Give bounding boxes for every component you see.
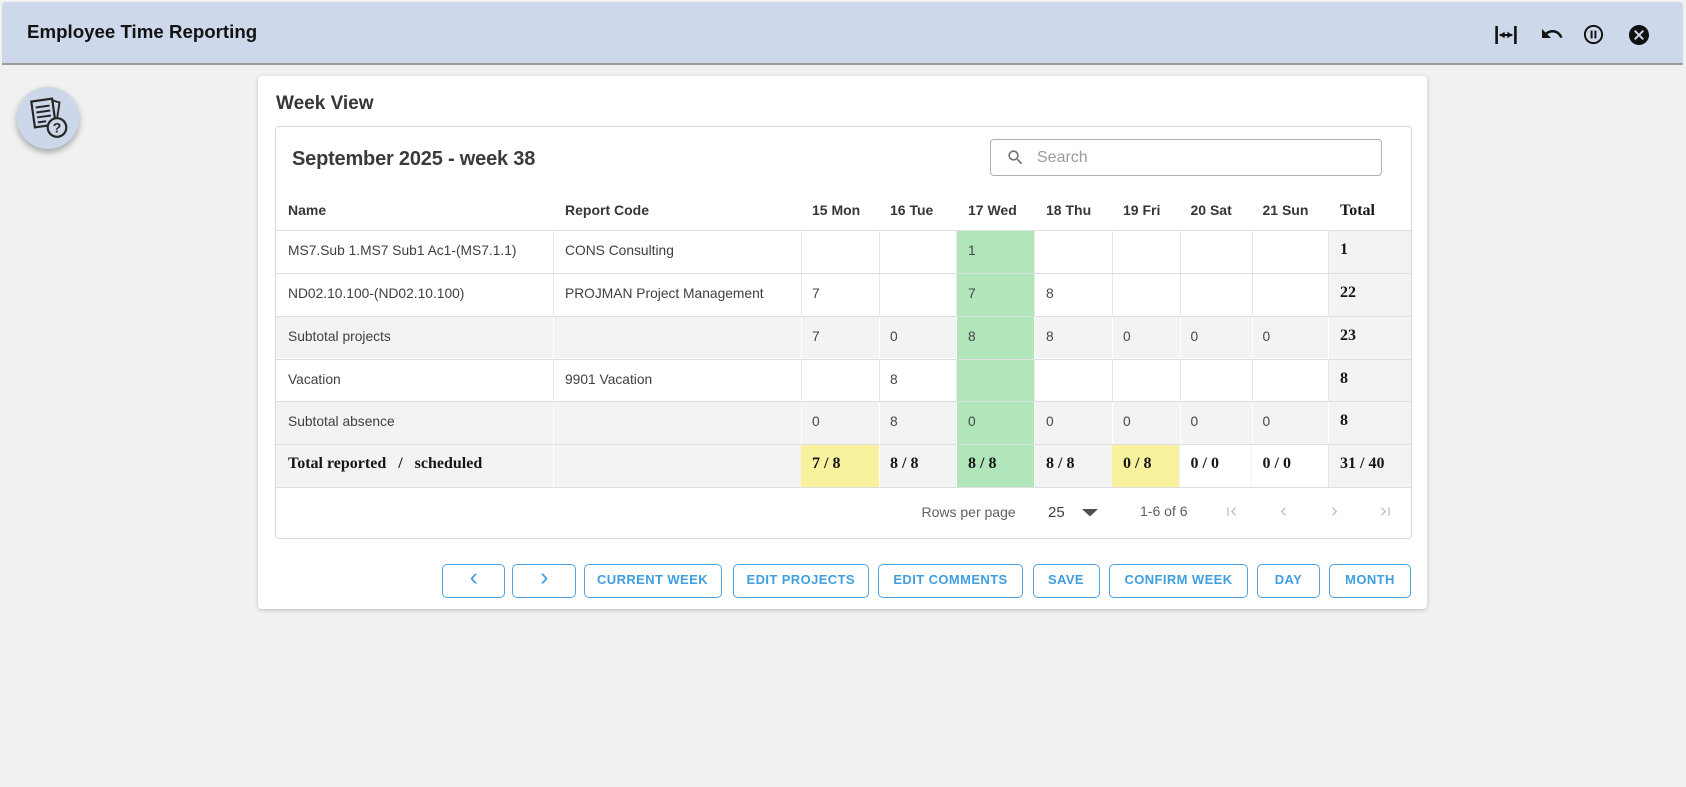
svg-text:?: ? xyxy=(53,120,62,136)
